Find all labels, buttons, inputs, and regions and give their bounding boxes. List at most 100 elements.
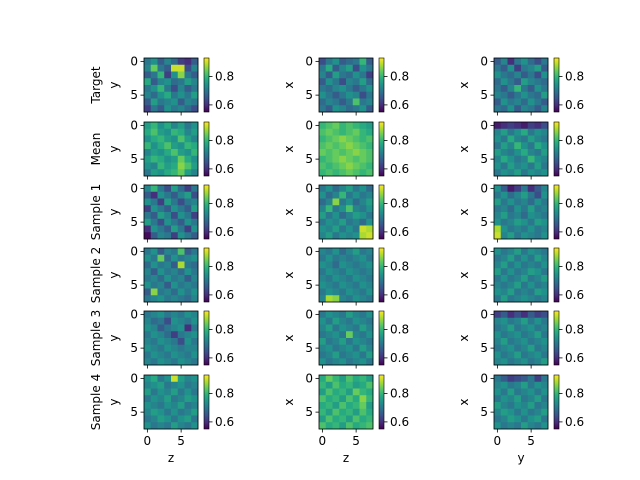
heatmap-cell bbox=[184, 358, 192, 366]
heatmap-cell bbox=[359, 311, 367, 319]
heatmap-cell bbox=[150, 311, 158, 319]
heatmap-cell bbox=[527, 78, 535, 86]
heatmap-cell bbox=[177, 311, 185, 319]
x-tick-label: 0 bbox=[144, 434, 152, 448]
heatmap-cell bbox=[325, 205, 333, 213]
heatmap-cell bbox=[150, 344, 158, 352]
heatmap-cell bbox=[171, 212, 179, 220]
heatmap-cell bbox=[332, 415, 340, 423]
heatmap-cell bbox=[171, 344, 179, 352]
heatmap-cell bbox=[541, 275, 549, 283]
heatmap-cell bbox=[507, 64, 515, 72]
panel-frame bbox=[493, 121, 549, 177]
heatmap-cell bbox=[527, 191, 535, 199]
y-axis-label: y bbox=[107, 145, 121, 152]
heatmap-cell bbox=[534, 317, 542, 325]
heatmap-cell bbox=[507, 78, 515, 86]
heatmap-cell bbox=[359, 122, 367, 130]
heatmap-cell bbox=[346, 91, 354, 99]
heatmap-cell bbox=[191, 205, 199, 213]
heatmap-cell bbox=[171, 288, 179, 296]
heatmap-cell bbox=[500, 281, 508, 289]
heatmap-cell bbox=[144, 381, 152, 389]
heatmap-cell bbox=[527, 281, 535, 289]
heatmap-cell bbox=[144, 402, 152, 410]
x-tick-label: 5 bbox=[352, 434, 360, 448]
heatmap-cell bbox=[359, 149, 367, 157]
heatmap-cell bbox=[144, 375, 152, 383]
y-axis-label: y bbox=[107, 334, 121, 341]
heatmap-cell bbox=[325, 331, 333, 339]
heatmap-cell bbox=[541, 261, 549, 269]
heatmap-cell bbox=[534, 91, 542, 99]
heatmap-cell bbox=[157, 122, 165, 130]
heatmap-cell bbox=[164, 155, 172, 163]
heatmap-cell bbox=[521, 105, 529, 113]
heatmap-cell bbox=[319, 91, 327, 99]
heatmap-cell bbox=[332, 295, 340, 303]
heatmap-cell bbox=[534, 58, 542, 66]
heatmap-cell bbox=[500, 78, 508, 86]
heatmap-cell bbox=[514, 295, 522, 303]
heatmap-cell bbox=[352, 275, 360, 283]
heatmap-cell bbox=[325, 232, 333, 240]
heatmap-cell bbox=[319, 64, 327, 72]
heatmap-cell bbox=[325, 198, 333, 206]
heatmap-cell bbox=[541, 71, 549, 79]
heatmap-cell bbox=[507, 324, 515, 332]
heatmap-cell bbox=[325, 71, 333, 79]
heatmap-cell bbox=[521, 402, 529, 410]
heatmap-cell bbox=[494, 155, 502, 163]
heatmap-cell bbox=[500, 98, 508, 106]
heatmap-cell bbox=[319, 358, 327, 366]
heatmap-cell bbox=[366, 149, 374, 157]
heatmap-cell bbox=[150, 288, 158, 296]
heatmap-cell bbox=[157, 198, 165, 206]
heatmap-cell bbox=[500, 408, 508, 416]
heatmap-cell bbox=[366, 232, 374, 240]
heatmap-cell bbox=[191, 122, 199, 130]
heatmap-cell bbox=[319, 317, 327, 325]
heatmap-cell bbox=[359, 358, 367, 366]
heatmap-cell bbox=[352, 91, 360, 99]
heatmap-cell bbox=[500, 64, 508, 72]
heatmap-cell bbox=[500, 375, 508, 383]
heatmap-cell bbox=[325, 98, 333, 106]
heatmap-cell bbox=[171, 358, 179, 366]
heatmap-cell bbox=[541, 105, 549, 113]
heatmap-cell bbox=[150, 149, 158, 157]
heatmap-cell bbox=[339, 351, 347, 359]
heatmap-cell bbox=[150, 331, 158, 339]
heatmap-cell bbox=[164, 261, 172, 269]
heatmap-cell bbox=[171, 395, 179, 403]
y-tick-label: 5 bbox=[130, 341, 138, 355]
heatmap-cell bbox=[150, 155, 158, 163]
heatmap-cell bbox=[494, 395, 502, 403]
heatmap-cell bbox=[352, 142, 360, 150]
heatmap-cell bbox=[332, 248, 340, 256]
heatmap-cell bbox=[527, 317, 535, 325]
heatmap-cell bbox=[150, 135, 158, 143]
y-axis-label: x bbox=[457, 208, 471, 215]
colorbar-tick-label: 0.8 bbox=[215, 196, 234, 210]
heatmap-cell bbox=[157, 408, 165, 416]
heatmap-cell bbox=[144, 218, 152, 226]
heatmap-cell bbox=[541, 331, 549, 339]
heatmap-cell bbox=[191, 311, 199, 319]
heatmap-cell bbox=[171, 85, 179, 93]
heatmap-cell bbox=[494, 351, 502, 359]
heatmap-cell bbox=[191, 212, 199, 220]
colorbar-tick-label: 0.8 bbox=[390, 259, 409, 273]
heatmap-cell bbox=[150, 58, 158, 66]
heatmap-cell bbox=[514, 71, 522, 79]
heatmap-cell bbox=[500, 358, 508, 366]
heatmap-cell bbox=[325, 155, 333, 163]
heatmap-cell bbox=[144, 212, 152, 220]
heatmap-cell bbox=[514, 91, 522, 99]
heatmap-cell bbox=[339, 358, 347, 366]
heatmap-cell bbox=[184, 288, 192, 296]
heatmap-cell bbox=[319, 338, 327, 346]
heatmap-cell bbox=[534, 375, 542, 383]
heatmap-cell bbox=[164, 78, 172, 86]
heatmap-cell bbox=[144, 128, 152, 136]
